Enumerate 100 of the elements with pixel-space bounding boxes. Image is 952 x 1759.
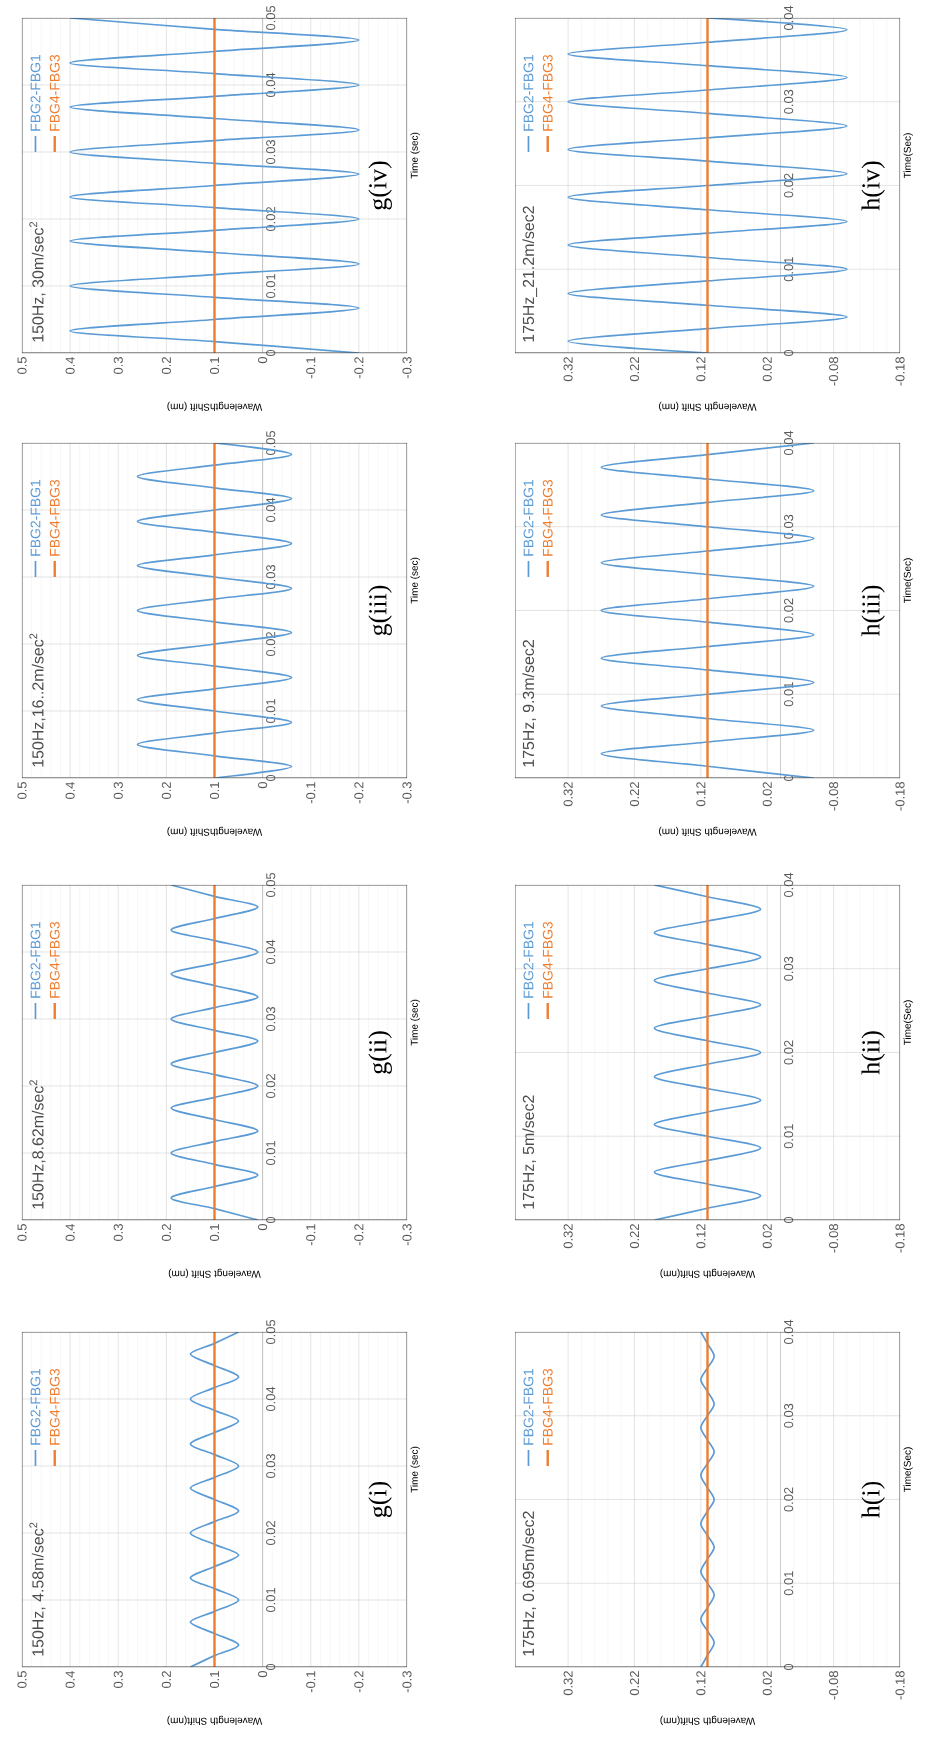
x-tick-label: 0.02 (762, 1671, 772, 1696)
y-tick-label: 0 (784, 1216, 794, 1224)
x-tick-label: 0.12 (696, 357, 706, 382)
y-tick-label: 0.02 (266, 1074, 276, 1099)
x-tick-label: 0.5 (17, 782, 27, 800)
text: FBG2-FBG1 (523, 54, 534, 131)
y-tick-label: 0.02 (266, 632, 276, 657)
x-tick-label: 0.02 (762, 357, 772, 382)
y-axis-title: Time (sec) (410, 132, 420, 179)
text: FBG2-FBG1 (30, 1368, 41, 1445)
x-tick-label: 0.4 (65, 781, 75, 800)
text: FBG4-FBG3 (542, 479, 553, 556)
x-tick-label: 0.32 (563, 357, 573, 382)
text: FBG4-FBG3 (542, 921, 553, 998)
y-tick-label: 0.01 (266, 1588, 276, 1613)
x-tick-label: -0.1 (306, 357, 316, 379)
x-tick-label: -0.1 (306, 1224, 316, 1246)
x-tick-label: -0.18 (895, 1224, 905, 1253)
y-tick-label: 0 (266, 349, 276, 357)
y-tick-label: 0.01 (266, 274, 276, 299)
y-axis-title: Time(Sec) (903, 1000, 913, 1046)
x-tick-label: 0.1 (209, 1671, 220, 1689)
line-series (653, 884, 762, 1220)
y-axis-title: Time(Sec) (903, 558, 913, 604)
text: FBG2-FBG1 (523, 479, 534, 556)
annotation: h(ii) (861, 1031, 885, 1075)
y-tick-label: 0.04 (266, 1386, 276, 1412)
x-axis-title: Wavelength Shift (nm) (659, 826, 757, 837)
x-tick-label: 0.3 (113, 1224, 123, 1242)
annotation: 175Hz_21.2m/sec2 (522, 206, 538, 342)
x-tick-label: 0.02 (762, 782, 772, 807)
y-tick-label: 0.04 (266, 497, 276, 523)
x-tick-label: -0.08 (829, 1224, 839, 1253)
x-axis-title: Wavelengt Shift (nm) (168, 1268, 261, 1279)
annotation: g(i) (368, 1481, 392, 1518)
annotation: 150Hz,16..2m/sec$^{2}$ (29, 633, 46, 767)
y-axis-title: Time (sec) (410, 999, 420, 1046)
x-tick-label: -0.3 (402, 357, 412, 379)
x-tick-label: -0.2 (354, 1224, 364, 1246)
annotation: g(iv) (368, 161, 392, 210)
y-tick-label: 0 (266, 1663, 276, 1671)
x-tick-label: 0.4 (65, 1670, 75, 1689)
x-tick-label: 0.2 (161, 782, 171, 800)
y-tick-label: 0.01 (784, 257, 794, 282)
x-tick-label: -0.08 (829, 1671, 839, 1700)
text: FBG4-FBG3 (49, 921, 60, 998)
text: FBG4-FBG3 (542, 54, 553, 131)
x-tick-label: 0.2 (161, 1224, 171, 1242)
y-tick-label: 0.05 (266, 5, 276, 31)
y-tick-label: 0.02 (784, 1040, 794, 1065)
y-tick-label: 0 (266, 774, 276, 782)
y-tick-label: 0.01 (784, 1571, 794, 1596)
y-tick-label: 0.01 (784, 1124, 794, 1149)
x-axis-title: Wavelength Shift (nm) (659, 401, 757, 412)
x-tick-label: -0.08 (829, 357, 839, 386)
x-tick-label: 0.22 (629, 782, 640, 807)
annotation: 150Hz, 4.58m/sec$^{2}$ (29, 1522, 46, 1656)
x-tick-label: 0.22 (629, 1671, 640, 1696)
y-tick-label: 0.01 (266, 1141, 276, 1166)
text: FBG4-FBG3 (49, 1368, 60, 1445)
x-tick-label: 0.32 (563, 782, 573, 807)
annotation: h(i) (861, 1481, 885, 1518)
x-tick-label: 0.3 (113, 1671, 123, 1689)
x-tick-label: 0.2 (161, 1671, 171, 1689)
y-tick-label: 0.05 (266, 1319, 276, 1345)
annotation: g(iii) (368, 585, 392, 636)
x-tick-label: -0.1 (306, 1671, 316, 1693)
y-axis-title: Time(Sec) (903, 133, 913, 179)
y-tick-label: 0.02 (266, 1521, 276, 1546)
text: FBG2-FBG1 (30, 54, 41, 131)
x-tick-label: 0.4 (65, 356, 75, 375)
x-tick-label: 0.32 (563, 1671, 573, 1696)
y-tick-label: 0.02 (784, 173, 794, 198)
y-tick-label: 0.04 (784, 430, 794, 456)
y-tick-label: 0.03 (784, 89, 794, 114)
x-tick-label: 0.12 (696, 1671, 706, 1696)
x-tick-label: 0.32 (563, 1224, 573, 1249)
y-axis-title: Time(Sec) (903, 1447, 913, 1493)
x-axis-title: Wavelength Shift(nm) (660, 1715, 756, 1726)
y-tick-label: 0.04 (784, 1319, 794, 1345)
text: FBG2-FBG1 (523, 1368, 534, 1445)
x-tick-label: 0.02 (762, 1224, 772, 1249)
text: FBG4-FBG3 (49, 54, 60, 131)
y-tick-label: 0.04 (784, 5, 794, 31)
x-tick-label: 0.22 (629, 1224, 640, 1249)
x-tick-label: 0.12 (696, 782, 706, 807)
x-tick-label: 0.5 (17, 1671, 27, 1689)
x-tick-label: -0.3 (402, 1671, 412, 1693)
x-tick-label: -0.2 (354, 357, 364, 379)
annotation: 175Hz, 0.695m/sec2 (522, 1511, 536, 1656)
text: FBG2-FBG1 (523, 921, 534, 998)
x-tick-label: 0.22 (629, 357, 640, 382)
y-axis-title: Time (sec) (410, 1446, 420, 1493)
annotation: g(ii) (368, 1031, 392, 1074)
x-tick-label: 0.1 (209, 782, 220, 800)
x-tick-label: -0.18 (895, 1671, 905, 1700)
x-axis-title: WavelengthShift (nm) (167, 826, 263, 837)
y-tick-label: 0.04 (784, 872, 794, 898)
line-series (700, 1332, 715, 1667)
x-tick-label: 0.4 (65, 1223, 75, 1242)
